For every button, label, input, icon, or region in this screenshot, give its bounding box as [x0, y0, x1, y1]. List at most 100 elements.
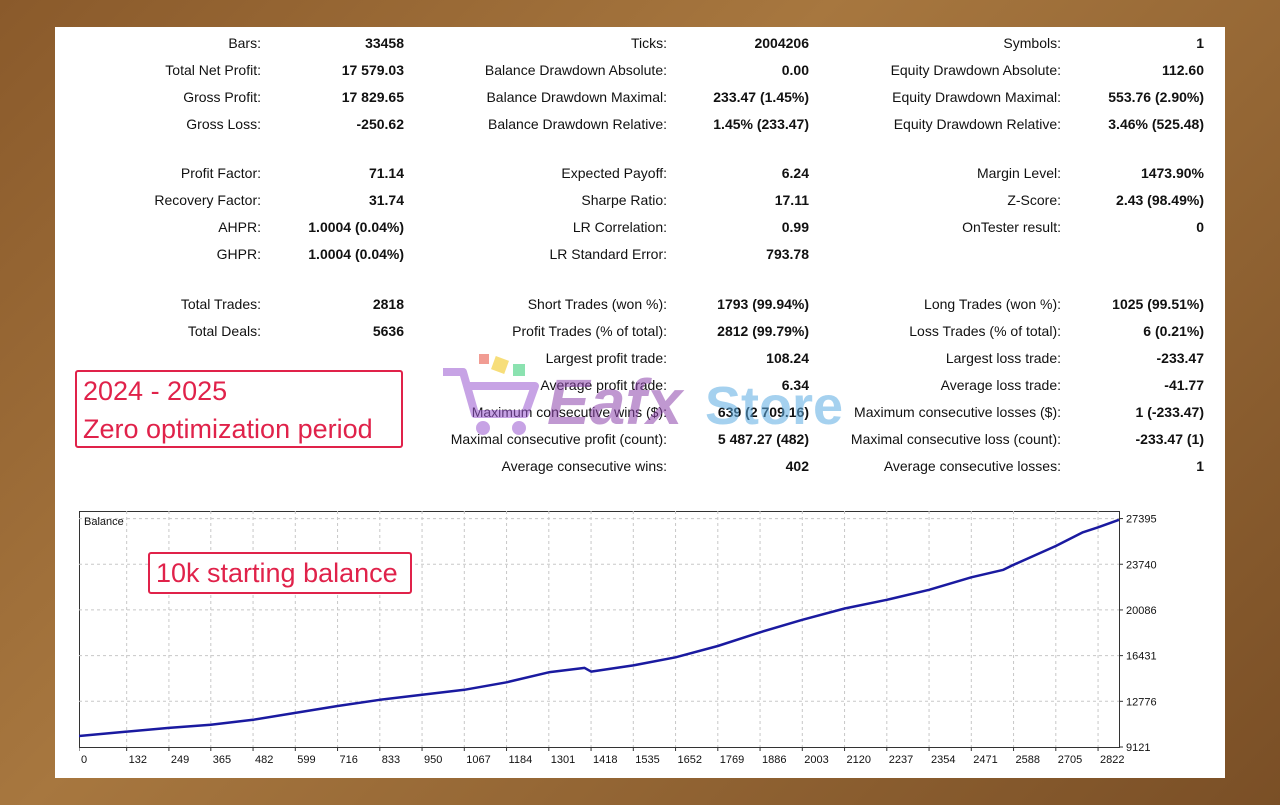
balance-callout: 10k starting balance: [148, 552, 412, 594]
x-tick-label: 1886: [762, 754, 786, 766]
x-tick-label: 2588: [1016, 754, 1040, 766]
stat-value: 1: [1196, 458, 1204, 474]
stat-label: Balance Drawdown Relative:: [488, 116, 667, 132]
balance-callout-text: 10k starting balance: [156, 558, 398, 588]
x-tick-label: 482: [255, 754, 273, 766]
y-tick-label: 9121: [1126, 742, 1150, 754]
stat-row: Balance Drawdown Maximal: 233.47 (1.45%): [55, 86, 1225, 108]
stat-row: Recovery Factor: 31.74: [55, 189, 1225, 211]
stat-label: Profit Factor:: [180, 165, 261, 181]
x-tick-label: 2822: [1100, 754, 1124, 766]
stat-row: Equity Drawdown Maximal: 553.76 (2.90%): [55, 86, 1225, 108]
stat-value: 1025 (99.51%): [1112, 296, 1204, 312]
stat-row: OnTester result: 0: [55, 216, 1225, 238]
stat-row: Long Trades (won %): 1025 (99.51%): [55, 293, 1225, 315]
period-callout: 2024 - 2025 Zero optimization period: [75, 370, 403, 448]
stat-value: -250.62: [356, 116, 404, 132]
stat-value: 6.24: [781, 165, 809, 181]
stat-row: GHPR: 1.0004 (0.04%): [55, 243, 1225, 265]
stat-row: Maximal consecutive loss (count): -233.47…: [55, 428, 1225, 450]
stat-value: 33458: [365, 35, 404, 51]
period-callout-line1: 2024 - 2025: [83, 376, 228, 406]
stat-row: Expected Payoff: 6.24: [55, 162, 1225, 184]
stat-row: Z-Score: 2.43 (98.49%): [55, 189, 1225, 211]
stat-label: Total Net Profit:: [165, 62, 261, 78]
stat-row: Equity Drawdown Relative: 3.46% (525.48): [55, 113, 1225, 135]
stat-value: 112.60: [1161, 62, 1204, 78]
stat-label: Maximum consecutive losses ($):: [854, 404, 1061, 420]
stat-value: 1 (-233.47): [1135, 404, 1204, 420]
stat-label: Maximal consecutive loss (count):: [850, 431, 1061, 447]
stat-row: Average consecutive wins: 402: [55, 455, 1225, 477]
stat-value: 233.47 (1.45%): [713, 89, 809, 105]
stat-row: Largest loss trade: -233.47: [55, 347, 1225, 369]
stat-label: Balance Drawdown Absolute:: [484, 62, 667, 78]
stat-label: Margin Level:: [976, 165, 1061, 181]
stat-label: Gross Loss:: [186, 116, 261, 132]
stat-label: Total Deals:: [187, 323, 261, 339]
stat-row: Balance Drawdown Relative: 1.45% (233.47): [55, 113, 1225, 135]
stat-row: Equity Drawdown Absolute: 112.60: [55, 59, 1225, 81]
stat-label: Gross Profit:: [183, 89, 261, 105]
stat-label: Z-Score:: [1007, 192, 1061, 208]
y-tick-label: 16431: [1126, 651, 1157, 663]
stat-value: 17 579.03: [341, 62, 404, 78]
stat-value: 1473.90%: [1140, 165, 1204, 181]
stat-label: Average profit trade:: [540, 377, 667, 393]
stat-label: Profit Trades (% of total):: [512, 323, 667, 339]
stat-value: 0.00: [781, 62, 809, 78]
x-tick-label: 1301: [551, 754, 575, 766]
y-tick-label: 20086: [1126, 605, 1157, 617]
report-panel: Bars: 33458 Total Net Profit: 17 579.03 Gros…: [55, 27, 1225, 778]
x-tick-label: 2471: [973, 754, 997, 766]
stat-row: Profit Trades (% of total): 2812 (99.79%): [55, 320, 1225, 342]
stat-row: LR Correlation: 0.99: [55, 216, 1225, 238]
stat-value: 553.76 (2.90%): [1108, 89, 1204, 105]
stat-label: Equity Drawdown Absolute:: [890, 62, 1061, 78]
stat-row: Margin Level: 1473.90%: [55, 162, 1225, 184]
stat-row: Total Deals: 5636: [55, 320, 1225, 342]
stat-value: 2.43 (98.49%): [1116, 192, 1204, 208]
stat-value: 5 487.27 (482): [717, 431, 809, 447]
stat-row: Short Trades (won %): 1793 (99.94%): [55, 293, 1225, 315]
stat-label: Short Trades (won %):: [527, 296, 667, 312]
stat-value: 402: [785, 458, 809, 474]
x-tick-label: 249: [171, 754, 189, 766]
stat-row: Gross Profit: 17 829.65: [55, 86, 1225, 108]
stat-label: Largest profit trade:: [545, 350, 667, 366]
stat-row: Loss Trades (% of total): 6 (0.21%): [55, 320, 1225, 342]
stat-row: Average consecutive losses: 1: [55, 455, 1225, 477]
stat-label: Bars:: [228, 35, 261, 51]
x-tick-label: 1769: [720, 754, 744, 766]
stat-row: Bars: 33458: [55, 32, 1225, 54]
stat-label: AHPR:: [218, 219, 261, 235]
stat-value: 2818: [372, 296, 404, 312]
y-tick-label: 23740: [1126, 559, 1157, 571]
balance-line: [79, 518, 1120, 738]
x-tick-label: 365: [213, 754, 231, 766]
x-tick-label: 599: [297, 754, 315, 766]
stat-value: 1.0004 (0.04%): [308, 219, 404, 235]
stat-value: 1793 (99.94%): [717, 296, 809, 312]
stat-label: Symbols:: [1003, 35, 1061, 51]
stat-value: 31.74: [368, 192, 404, 208]
stat-value: 0: [1196, 219, 1204, 235]
stat-value: 17.11: [774, 192, 809, 208]
stat-row: Average profit trade: 6.34: [55, 374, 1225, 396]
stat-label: LR Correlation:: [572, 219, 667, 235]
stat-row: Ticks: 2004206: [55, 32, 1225, 54]
stat-label: Long Trades (won %):: [924, 296, 1061, 312]
stat-value: 639 (2 709.16): [717, 404, 809, 420]
stat-label: Average consecutive wins:: [501, 458, 668, 474]
x-tick-label: 950: [424, 754, 442, 766]
stat-label: Loss Trades (% of total):: [909, 323, 1061, 339]
stat-label: Maximal consecutive profit (count):: [450, 431, 667, 447]
stat-value: 6 (0.21%): [1143, 323, 1204, 339]
stat-row: Total Trades: 2818: [55, 293, 1225, 315]
stat-row: Balance Drawdown Absolute: 0.00: [55, 59, 1225, 81]
stat-row: LR Standard Error: 793.78: [55, 243, 1225, 265]
stat-label: Expected Payoff:: [561, 165, 667, 181]
stat-label: OnTester result:: [962, 219, 1061, 235]
stat-row: Maximum consecutive losses ($): 1 (-233.4…: [55, 401, 1225, 423]
stat-label: Average consecutive losses:: [883, 458, 1061, 474]
